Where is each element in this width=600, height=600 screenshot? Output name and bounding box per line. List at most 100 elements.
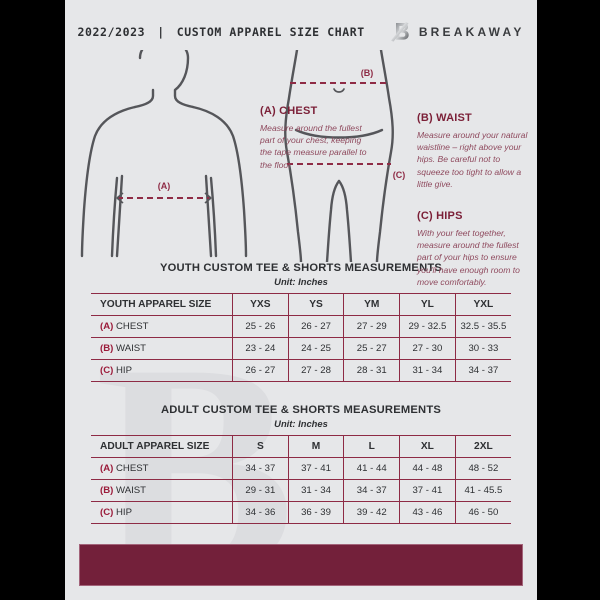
- callout-chest: (A) CHEST Measure around the fullest par…: [260, 105, 372, 171]
- row-label: CHEST: [116, 321, 149, 332]
- adult-r2-c3: 43 - 46: [399, 501, 456, 524]
- callout-hips-heading: (C) HIPS: [417, 210, 463, 222]
- adult-r2-c2: 39 - 42: [343, 501, 401, 524]
- youth-table-unit: Unit: Inches: [274, 276, 328, 287]
- youth-r1-c1: 24 - 25: [288, 337, 345, 360]
- page-title: CUSTOM APPAREL SIZE CHART: [176, 25, 365, 39]
- youth-r2-c1: 27 - 28: [288, 359, 345, 382]
- adult-table-unit: Unit: Inches: [274, 418, 328, 429]
- season-label: 2022/2023: [77, 25, 146, 39]
- row-tag: (C): [100, 365, 114, 376]
- youth-r1-c2: 25 - 27: [343, 337, 401, 360]
- adult-r1-c0: 29 - 31: [232, 479, 289, 502]
- callout-waist-heading: (B) WAIST: [417, 112, 472, 124]
- adult-row-2-label: (C) HIP: [91, 501, 233, 524]
- callout-hips-body: With your feet together, measure around …: [417, 228, 520, 287]
- youth-col-3: YL: [399, 293, 456, 316]
- adult-col-3: XL: [399, 435, 456, 458]
- callout-chest-heading: (A) CHEST: [260, 105, 318, 117]
- youth-r1-c3: 27 - 30: [399, 337, 456, 360]
- chest-marker-label: (A): [158, 181, 171, 191]
- adult-r2-c4: 46 - 50: [455, 501, 511, 524]
- table-row: (C) HIP 34 - 36 36 - 39 39 - 42 43 - 46 …: [91, 501, 511, 524]
- waist-marker-label: (B): [361, 68, 374, 78]
- youth-r2-c4: 34 - 37: [455, 359, 511, 382]
- table-row: (B) WAIST 23 - 24 24 - 25 25 - 27 27 - 3…: [91, 337, 511, 360]
- size-chart-page: B 2022/2023 | CUSTOM APPAREL SIZE CHART: [65, 0, 537, 600]
- table-row: (A) CHEST 25 - 26 26 - 27 27 - 29 29 - 3…: [91, 315, 511, 338]
- adult-col-1: M: [288, 435, 345, 458]
- adult-col-2: L: [343, 435, 401, 458]
- chest-measure-line: [116, 192, 212, 204]
- brand-logo: BREAKAWAY: [389, 20, 525, 44]
- adult-r0-c1: 37 - 41: [288, 457, 345, 480]
- youth-col-1: YS: [288, 293, 345, 316]
- page-header: 2022/2023 | CUSTOM APPAREL SIZE CHART B: [65, 0, 537, 44]
- adult-row-0-label: (A) CHEST: [91, 457, 233, 480]
- youth-r2-c3: 31 - 34: [399, 359, 456, 382]
- youth-r2-c2: 28 - 31: [343, 359, 401, 382]
- youth-r0-c2: 27 - 29: [343, 315, 401, 338]
- youth-measurements-section: YOUTH CUSTOM TEE & SHORTS MEASUREMENTS U…: [91, 262, 511, 382]
- table-row: (A) CHEST 34 - 37 37 - 41 41 - 44 44 - 4…: [91, 457, 511, 480]
- youth-r0-c4: 32.5 - 35.5: [455, 315, 511, 338]
- callout-chest-body: Measure around the fullest part of your …: [260, 123, 367, 170]
- table-header-row: YOUTH APPAREL SIZE YXS YS YM YL YXL: [91, 293, 511, 316]
- adult-r1-c4: 41 - 45.5: [455, 479, 511, 502]
- row-label: HIP: [116, 365, 132, 376]
- measurement-diagram: (A) (B) (C) (A) CHEST Measure around the…: [65, 50, 537, 287]
- footer-band: [79, 544, 523, 586]
- adult-r1-c3: 37 - 41: [399, 479, 456, 502]
- table-header-row: ADULT APPAREL SIZE S M L XL 2XL: [91, 435, 511, 458]
- youth-size-header: YOUTH APPAREL SIZE: [91, 293, 233, 316]
- row-tag: (B): [100, 485, 114, 496]
- youth-row-0-label: (A) CHEST: [91, 315, 233, 338]
- youth-r0-c1: 26 - 27: [288, 315, 345, 338]
- header-separator: |: [157, 25, 165, 39]
- youth-row-1-label: (B) WAIST: [91, 337, 233, 360]
- adult-row-1-label: (B) WAIST: [91, 479, 233, 502]
- hips-marker-label: (C): [393, 170, 406, 180]
- adult-r1-c1: 31 - 34: [288, 479, 345, 502]
- adult-size-table: ADULT APPAREL SIZE S M L XL 2XL (A) CHES…: [91, 435, 511, 524]
- youth-r0-c0: 25 - 26: [232, 315, 289, 338]
- callout-waist-body: Measure around your natural waistline – …: [417, 130, 528, 189]
- adult-col-4: 2XL: [455, 435, 511, 458]
- table-row: (C) HIP 26 - 27 27 - 28 28 - 31 31 - 34 …: [91, 359, 511, 382]
- body-figures: (A) (B) (C): [80, 50, 406, 262]
- table-row: (B) WAIST 29 - 31 31 - 34 34 - 37 37 - 4…: [91, 479, 511, 502]
- breakaway-b-monogram-icon: [390, 22, 409, 42]
- row-label: CHEST: [116, 463, 149, 474]
- row-tag: (C): [100, 507, 114, 518]
- adult-r0-c2: 41 - 44: [343, 457, 401, 480]
- youth-table-title: YOUTH CUSTOM TEE & SHORTS MEASUREMENTS: [159, 262, 443, 274]
- youth-col-4: YXL: [455, 293, 511, 316]
- youth-r2-c0: 26 - 27: [232, 359, 289, 382]
- youth-col-2: YM: [343, 293, 401, 316]
- adult-r0-c4: 48 - 52: [455, 457, 511, 480]
- youth-r1-c0: 23 - 24: [232, 337, 289, 360]
- callout-hips: (C) HIPS With your feet together, measur…: [417, 210, 529, 288]
- youth-row-2-label: (C) HIP: [91, 359, 233, 382]
- adult-measurements-section: ADULT CUSTOM TEE & SHORTS MEASUREMENTS U…: [91, 404, 511, 524]
- row-label: HIP: [116, 507, 132, 518]
- adult-r0-c0: 34 - 37: [232, 457, 289, 480]
- adult-col-0: S: [232, 435, 289, 458]
- brand-name: BREAKAWAY: [418, 25, 525, 39]
- row-tag: (A): [100, 463, 114, 474]
- section-spacer: [65, 382, 537, 404]
- callout-waist: (B) WAIST Measure around your natural wa…: [417, 112, 529, 190]
- adult-r2-c1: 36 - 39: [288, 501, 345, 524]
- youth-col-0: YXS: [232, 293, 289, 316]
- row-tag: (B): [100, 343, 114, 354]
- row-label: WAIST: [116, 343, 147, 354]
- row-tag: (A): [100, 321, 114, 332]
- row-label: WAIST: [116, 485, 147, 496]
- youth-r1-c4: 30 - 33: [455, 337, 511, 360]
- adult-size-header: ADULT APPAREL SIZE: [91, 435, 233, 458]
- adult-r1-c2: 34 - 37: [343, 479, 401, 502]
- adult-r2-c0: 34 - 36: [232, 501, 289, 524]
- youth-r0-c3: 29 - 32.5: [399, 315, 456, 338]
- adult-table-title: ADULT CUSTOM TEE & SHORTS MEASUREMENTS: [160, 404, 442, 416]
- adult-r0-c3: 44 - 48: [399, 457, 456, 480]
